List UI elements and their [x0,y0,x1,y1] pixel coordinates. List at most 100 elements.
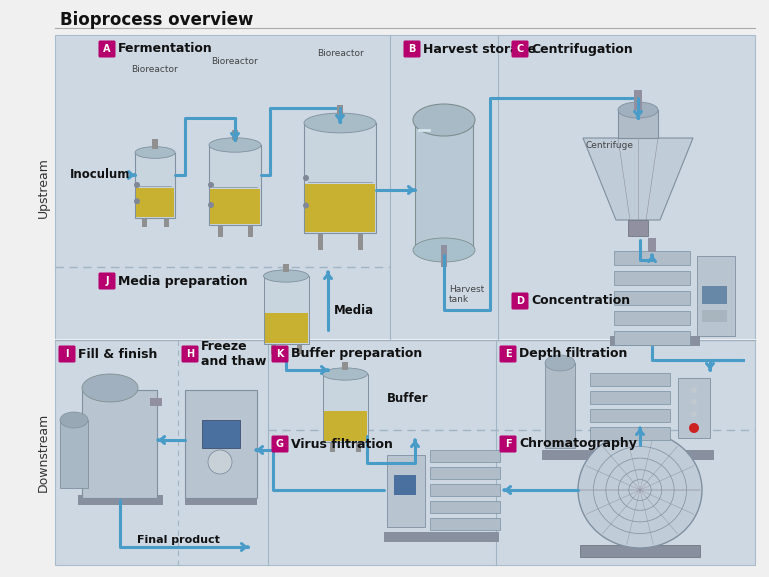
Bar [590,409,670,422]
FancyBboxPatch shape [500,436,517,452]
Ellipse shape [413,238,475,262]
Bar [202,420,240,448]
Bar [150,398,162,406]
Text: K: K [276,349,284,359]
Bar [322,374,368,442]
Text: Centrifuge: Centrifuge [586,141,634,149]
Bar [580,545,700,557]
Bar [218,225,224,237]
Bar [430,484,500,496]
Text: Downstream: Downstream [36,413,49,492]
Text: Inoculum: Inoculum [70,168,131,182]
Bar [697,256,735,336]
Ellipse shape [303,203,309,208]
Bar [430,450,500,462]
Bar [394,475,416,495]
Bar [614,251,690,265]
Bar [628,220,648,236]
FancyBboxPatch shape [271,346,288,362]
Bar [185,390,257,498]
Bar [415,120,473,250]
FancyBboxPatch shape [271,436,288,452]
Bar [702,310,727,322]
Ellipse shape [691,399,697,405]
Bar [614,271,690,285]
Bar [590,427,670,440]
Ellipse shape [322,368,368,380]
Ellipse shape [618,102,658,118]
Text: F: F [504,439,511,449]
Bar [305,183,375,232]
Text: Harvest
tank: Harvest tank [449,285,484,305]
Ellipse shape [303,175,309,181]
Bar [271,344,276,354]
FancyBboxPatch shape [181,346,198,362]
Text: Bioprocess overview: Bioprocess overview [60,11,253,29]
Bar [542,450,714,460]
Bar [98,384,120,394]
Bar [590,373,670,386]
Bar [209,145,261,225]
Polygon shape [583,138,693,220]
Text: Buffer: Buffer [387,392,428,404]
Bar [702,286,727,304]
Bar [304,123,376,233]
Bar [678,378,710,438]
Ellipse shape [413,104,475,136]
FancyBboxPatch shape [58,346,75,362]
FancyBboxPatch shape [511,293,528,309]
Bar [232,130,238,140]
Bar [430,501,500,513]
Ellipse shape [578,432,702,548]
Bar [441,245,447,267]
Ellipse shape [691,387,697,393]
Bar [625,532,655,548]
Text: Concentration: Concentration [531,294,630,308]
Text: H: H [186,349,194,359]
Ellipse shape [545,355,575,371]
Text: I: I [65,349,68,359]
Bar [318,233,323,249]
Bar [355,442,361,452]
Ellipse shape [208,202,214,208]
Text: E: E [504,349,511,359]
Text: Chromatography: Chromatography [519,437,637,451]
Bar [165,218,169,227]
Text: C: C [516,44,524,54]
Bar [136,188,174,216]
Text: Bioreactor: Bioreactor [211,57,258,66]
Bar [337,105,343,115]
Bar [387,455,425,527]
Bar [265,313,308,343]
Ellipse shape [689,423,699,433]
Text: Media: Media [334,304,375,317]
Text: A: A [103,44,111,54]
Text: Bioreactor: Bioreactor [131,65,178,74]
Bar [141,218,147,227]
FancyBboxPatch shape [98,272,115,290]
Text: Fill & finish: Fill & finish [78,347,158,361]
Ellipse shape [304,113,376,133]
Bar [248,225,252,237]
Bar [135,152,175,218]
Bar [324,411,367,441]
Bar [78,495,163,505]
Text: B: B [408,44,416,54]
Bar [342,362,348,370]
Bar [610,336,700,346]
Bar [614,331,690,345]
Bar [545,363,575,448]
Ellipse shape [134,182,140,188]
Bar [618,110,658,138]
Bar [614,291,690,305]
Bar [297,344,301,354]
Ellipse shape [264,270,308,282]
Bar [210,189,260,224]
Bar [152,138,158,149]
Bar [82,390,157,498]
Text: Freeze
and thaw: Freeze and thaw [201,340,266,368]
Bar [430,467,500,479]
Bar [358,233,363,249]
Ellipse shape [208,182,214,188]
Bar [384,532,499,542]
